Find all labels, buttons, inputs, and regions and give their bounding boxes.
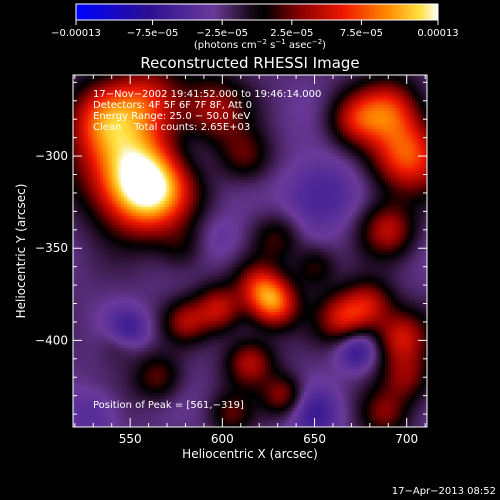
x-tick-label: 650 — [303, 432, 326, 446]
y-tick-label: −350 — [35, 241, 68, 255]
y-axis-label: Heliocentric Y (arcsec) — [14, 184, 28, 319]
colorbar-tick-label: 0.00013 — [417, 28, 458, 39]
colorbar-tick-label: −2.5e−05 — [196, 28, 248, 39]
y-tick-label: −300 — [35, 149, 68, 163]
colorbar-tick-label: −7.5e−05 — [127, 28, 179, 39]
y-tick-labels: −300 −350 −400 — [35, 149, 68, 347]
colorbar-tick-label: 7.5e−05 — [340, 28, 383, 39]
x-tick-label: 700 — [395, 432, 418, 446]
axis-ticks — [73, 75, 427, 427]
chart-title: Reconstructed RHESSI Image — [140, 54, 359, 72]
colorbar-tick-labels: −0.00013 −7.5e−05 −2.5e−05 2.5e−05 7.5e−05 0.… — [51, 28, 459, 39]
x-axis-label: Heliocentric X (arcsec) — [182, 447, 318, 461]
x-tick-label: 550 — [119, 432, 142, 446]
colorbar-tick-label: 2.5e−05 — [270, 28, 313, 39]
colorbar-ticks — [75, 20, 439, 25]
y-tick-label: −400 — [35, 333, 68, 347]
footer-date: 17−Apr−2013 08:52 — [392, 486, 496, 497]
colorbar-tick-label: −0.00013 — [51, 28, 101, 39]
colorbar-unit-label: (photons cm−2 s−1 asec−2) — [194, 38, 326, 51]
heatmap-image — [73, 75, 427, 427]
info-line: 17−Nov−2002 19:41:52.000 to 19:46:14.000 — [93, 89, 321, 100]
colorbar — [75, 3, 439, 21]
plot-frame — [72, 74, 428, 428]
info-line: Clean Total counts: 2.65E+03 — [93, 122, 250, 133]
info-line: Energy Range: 25.0 − 50.0 keV — [93, 111, 250, 122]
observation-info: 17−Nov−2002 19:41:52.000 to 19:46:14.000… — [93, 89, 321, 133]
x-tick-label: 600 — [211, 432, 234, 446]
info-line: Detectors: 4F 5F 6F 7F 8F, Att 0 — [93, 100, 252, 111]
x-tick-labels: 550 600 650 700 — [119, 432, 418, 446]
peak-position: Position of Peak = [561,−319] — [93, 400, 244, 411]
